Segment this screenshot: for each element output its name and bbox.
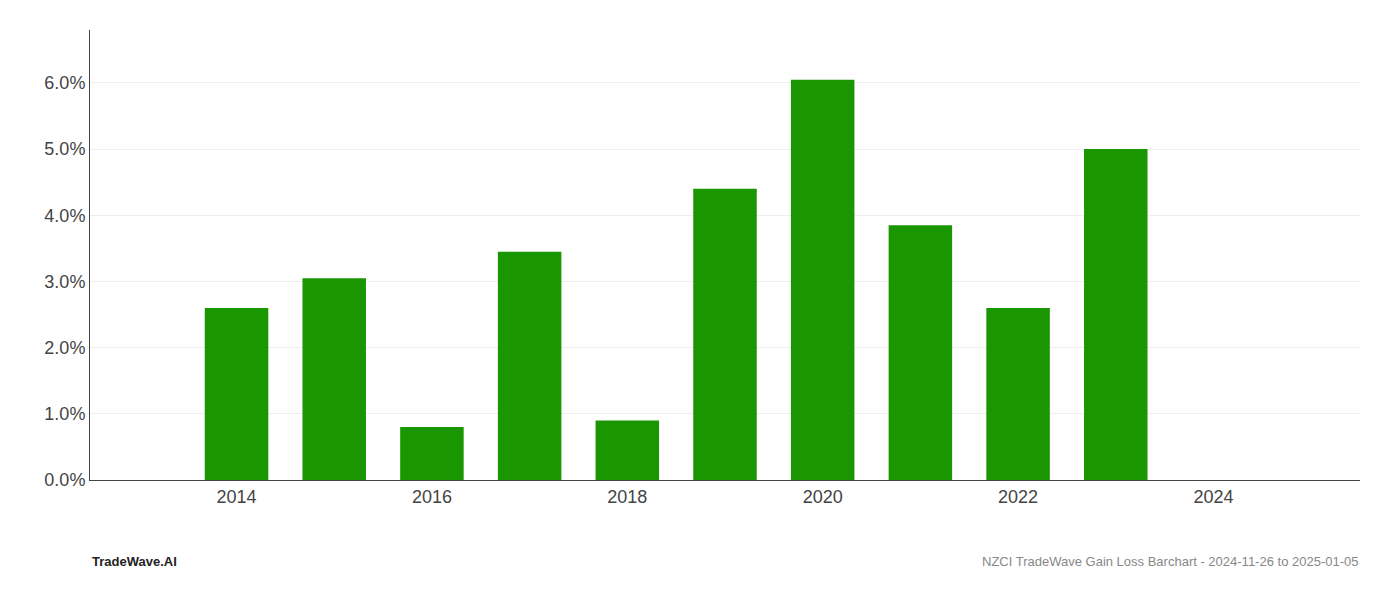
svg-text:2.0%: 2.0% <box>44 338 85 358</box>
svg-text:TradeWave.AI: TradeWave.AI <box>92 554 177 569</box>
svg-text:2020: 2020 <box>803 487 843 507</box>
svg-text:2024: 2024 <box>1193 487 1233 507</box>
svg-text:0.0%: 0.0% <box>44 470 85 490</box>
svg-text:2018: 2018 <box>607 487 647 507</box>
svg-text:5.0%: 5.0% <box>44 139 85 159</box>
svg-text:2022: 2022 <box>998 487 1038 507</box>
svg-text:2014: 2014 <box>217 487 257 507</box>
svg-text:2016: 2016 <box>412 487 452 507</box>
svg-text:1.0%: 1.0% <box>44 404 85 424</box>
svg-text:6.0%: 6.0% <box>44 73 85 93</box>
svg-text:4.0%: 4.0% <box>44 206 85 226</box>
svg-text:3.0%: 3.0% <box>44 272 85 292</box>
svg-text:NZCI TradeWave Gain Loss Barch: NZCI TradeWave Gain Loss Barchart - 2024… <box>982 554 1358 569</box>
